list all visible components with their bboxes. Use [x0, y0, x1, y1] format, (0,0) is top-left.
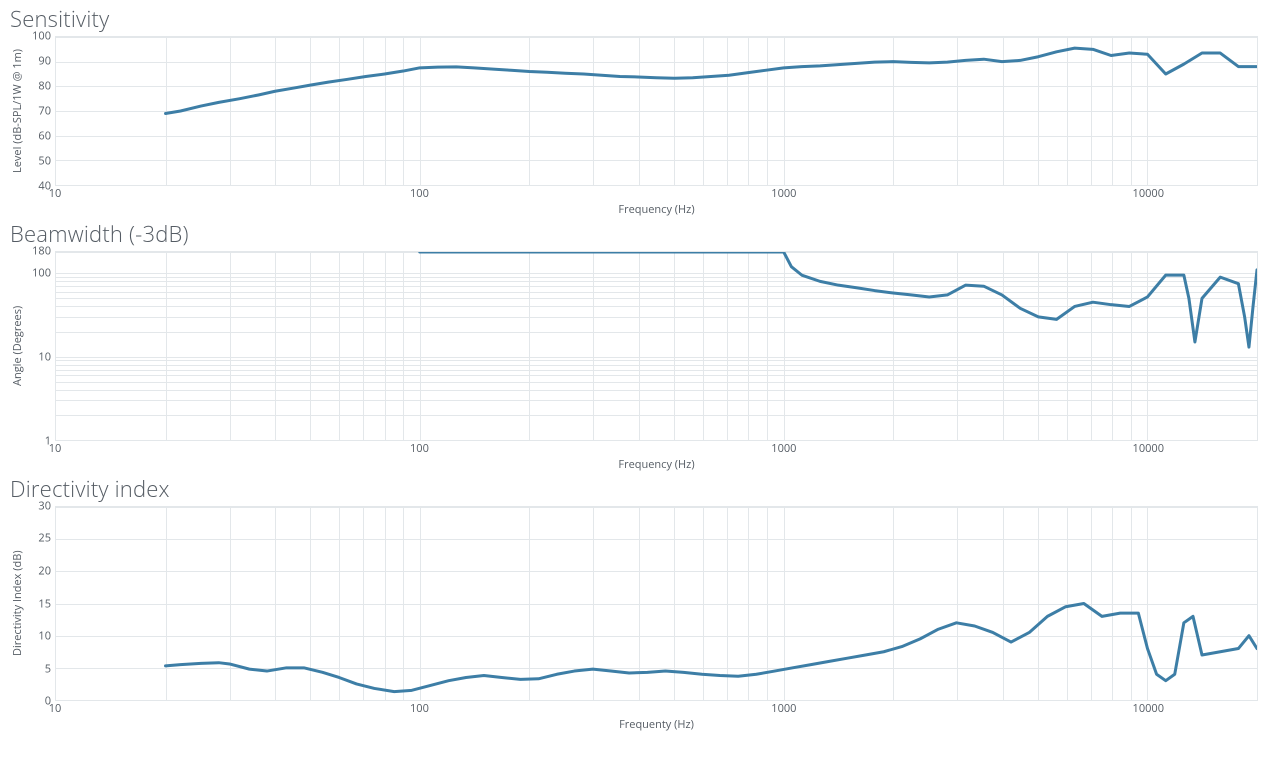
beamwidth-trace	[420, 252, 1257, 347]
beamwidth-title: Beamwidth (-3dB)	[10, 219, 1258, 249]
sensitivity-xticks: 10100100010000	[55, 186, 1258, 200]
directivity-trace	[166, 604, 1257, 692]
beamwidth-plot-area	[55, 251, 1258, 441]
beamwidth-yticks: 110100180	[27, 251, 55, 441]
sensitivity-chart: Sensitivity Level (dB-SPL/1W @ 1m)4050607…	[8, 4, 1258, 217]
directivity-title: Directivity index	[10, 474, 1258, 504]
sensitivity-ylabel: Level (dB-SPL/1W @ 1m)	[8, 36, 27, 186]
sensitivity-plot-area	[55, 36, 1258, 186]
beamwidth-xlabel: Frequency (Hz)	[55, 457, 1258, 472]
directivity-plot-area	[55, 506, 1258, 701]
sensitivity-yticks: 405060708090100	[27, 36, 55, 186]
sensitivity-xlabel: Frequency (Hz)	[55, 202, 1258, 217]
beamwidth-xticks: 10100100010000	[55, 441, 1258, 455]
directivity-yticks: 051015202530	[27, 506, 55, 701]
sensitivity-title: Sensitivity	[10, 4, 1258, 34]
beamwidth-chart: Beamwidth (-3dB) Angle (Degrees)110100180…	[8, 219, 1258, 472]
directivity-xticks: 10100100010000	[55, 701, 1258, 715]
directivity-ylabel: Directivity Index (dB)	[8, 506, 27, 701]
sensitivity-trace	[166, 48, 1257, 113]
beamwidth-ylabel: Angle (Degrees)	[8, 251, 27, 441]
directivity-xlabel: Frequenty (Hz)	[55, 717, 1258, 732]
directivity-chart: Directivity index Directivity Index (dB)0…	[8, 474, 1258, 732]
